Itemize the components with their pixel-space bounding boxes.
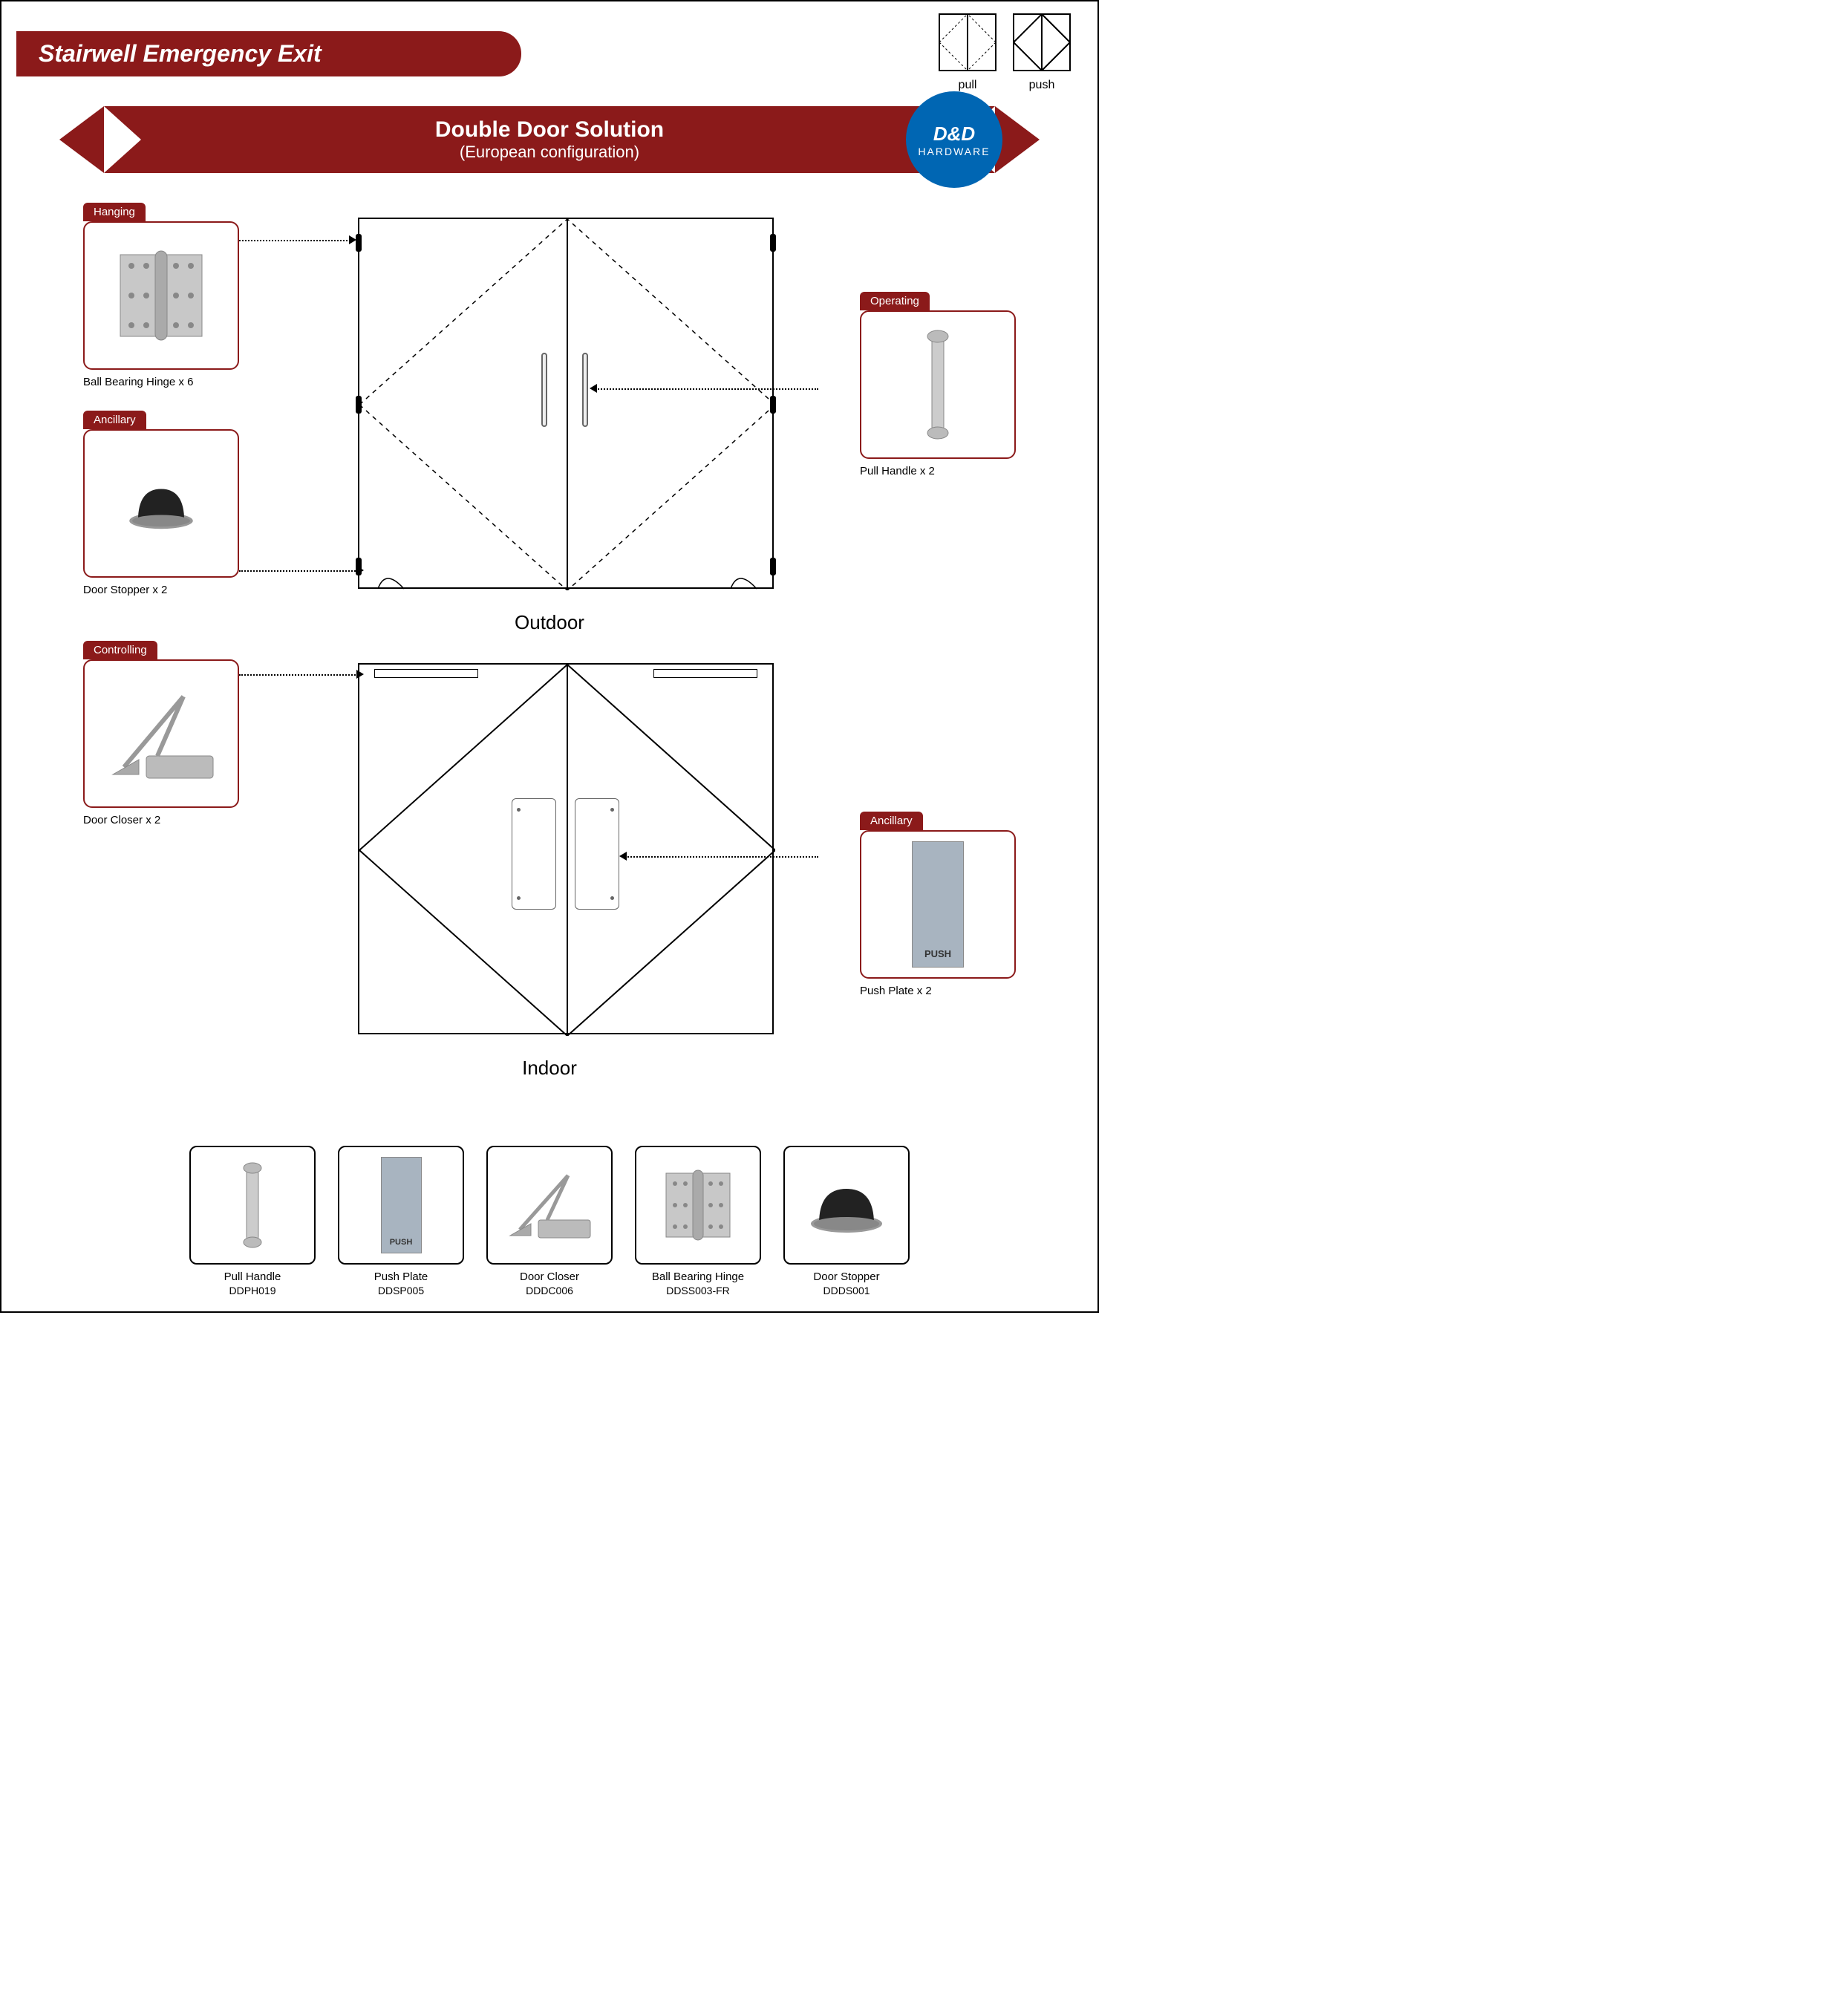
closer-small-icon bbox=[501, 1164, 598, 1246]
card-controlling: Controlling Door Closer x 2 bbox=[83, 641, 239, 826]
caption-controlling: Door Closer x 2 bbox=[83, 814, 239, 826]
bottom-item-0: Pull Handle DDPH019 bbox=[189, 1146, 316, 1296]
ribbon: Double Door Solution (European configura… bbox=[104, 106, 995, 173]
bottom-box-2 bbox=[486, 1146, 613, 1265]
bottom-box-4 bbox=[783, 1146, 910, 1265]
arrow-closer bbox=[239, 674, 358, 676]
bottom-name-3: Ball Bearing Hinge bbox=[635, 1270, 761, 1283]
bottom-box-3 bbox=[635, 1146, 761, 1265]
card-operating: Operating Pull Handle x 2 bbox=[860, 292, 1016, 477]
bottom-item-4: Door Stopper DDDS001 bbox=[783, 1146, 910, 1296]
arrow-handle bbox=[596, 388, 818, 390]
bottom-code-3: DDSS003-FR bbox=[635, 1285, 761, 1296]
logo-circle: D&D HARDWARE bbox=[906, 91, 1002, 188]
stopper-icon bbox=[124, 477, 198, 529]
door-outdoor-svg bbox=[359, 219, 775, 590]
arrowhead-2 bbox=[356, 566, 364, 575]
card-body-ancillary1 bbox=[83, 429, 239, 578]
closer-icon bbox=[102, 682, 221, 786]
card-body-operating bbox=[860, 310, 1016, 459]
bottom-item-2: Door Closer DDDC006 bbox=[486, 1146, 613, 1296]
page: pull push Stairwell Emergency Exit Doubl… bbox=[0, 0, 1099, 1313]
tag-operating: Operating bbox=[860, 292, 930, 310]
caption-hanging: Ball Bearing Hinge x 6 bbox=[83, 376, 239, 388]
label-indoor: Indoor bbox=[16, 1057, 1083, 1080]
top-icon-row: pull push bbox=[934, 13, 1075, 92]
card-hanging: Hanging Ball Bearing Hinge x 6 bbox=[83, 203, 239, 388]
bottom-name-2: Door Closer bbox=[486, 1270, 613, 1283]
diagram-area: Hanging Ball Bearing Hinge x 6 bbox=[16, 203, 1083, 1296]
stopper-small-icon bbox=[806, 1175, 887, 1235]
bottom-row: Pull Handle DDPH019 PUSH Push Plate DDSP… bbox=[16, 1146, 1083, 1296]
tag-hanging: Hanging bbox=[83, 203, 146, 221]
card-body-controlling bbox=[83, 659, 239, 808]
bottom-box-0 bbox=[189, 1146, 316, 1265]
hinge-small-icon bbox=[657, 1164, 739, 1246]
arrow-stopper bbox=[239, 570, 358, 572]
card-ancillary2: Ancillary PUSH Push Plate x 2 bbox=[860, 812, 1016, 997]
push-icon bbox=[1012, 13, 1071, 72]
bottom-code-2: DDDC006 bbox=[486, 1285, 613, 1296]
tag-ancillary1: Ancillary bbox=[83, 411, 146, 429]
arrowhead-4 bbox=[356, 670, 364, 679]
caption-ancillary2: Push Plate x 2 bbox=[860, 985, 1016, 997]
arrow-push bbox=[625, 856, 818, 858]
logo-line2: HARDWARE bbox=[918, 146, 990, 157]
push-plate-icon: PUSH bbox=[912, 841, 964, 968]
arrowhead-3 bbox=[590, 384, 597, 393]
tag-ancillary2: Ancillary bbox=[860, 812, 923, 830]
pull-handle-icon bbox=[916, 322, 960, 448]
pull-icon bbox=[938, 13, 997, 72]
tag-controlling: Controlling bbox=[83, 641, 157, 659]
card-ancillary1: Ancillary Door Stopper x 2 bbox=[83, 411, 239, 596]
door-outdoor bbox=[358, 218, 774, 589]
logo-line1: D&D bbox=[933, 123, 975, 146]
pull-label: pull bbox=[934, 79, 1001, 92]
arrow-hanging bbox=[239, 240, 350, 241]
bottom-item-3: Ball Bearing Hinge DDSS003-FR bbox=[635, 1146, 761, 1296]
bottom-code-1: DDSP005 bbox=[338, 1285, 464, 1296]
bottom-item-1: PUSH Push Plate DDSP005 bbox=[338, 1146, 464, 1296]
push-icon-box: push bbox=[1008, 13, 1075, 92]
door-indoor bbox=[358, 663, 774, 1034]
bottom-name-1: Push Plate bbox=[338, 1270, 464, 1283]
header-banner: Stairwell Emergency Exit bbox=[16, 31, 521, 76]
subtitle-banner: Double Door Solution (European configura… bbox=[104, 106, 995, 173]
subtitle-main: Double Door Solution bbox=[435, 117, 664, 143]
arrowhead-1 bbox=[349, 235, 356, 244]
push-label: push bbox=[1008, 79, 1075, 92]
caption-operating: Pull Handle x 2 bbox=[860, 465, 1016, 477]
pull-handle-small-icon bbox=[234, 1157, 271, 1253]
bottom-code-0: DDPH019 bbox=[189, 1285, 316, 1296]
push-small-text: PUSH bbox=[390, 1238, 413, 1247]
door-indoor-svg bbox=[359, 665, 775, 1036]
card-body-hanging bbox=[83, 221, 239, 370]
bottom-code-4: DDDS001 bbox=[783, 1285, 910, 1296]
caption-ancillary1: Door Stopper x 2 bbox=[83, 584, 239, 596]
card-body-ancillary2: PUSH bbox=[860, 830, 1016, 979]
bottom-name-0: Pull Handle bbox=[189, 1270, 316, 1283]
push-text: PUSH bbox=[924, 948, 951, 959]
arrowhead-5 bbox=[619, 852, 627, 861]
pull-icon-box: pull bbox=[934, 13, 1001, 92]
subtitle-sub: (European configuration) bbox=[460, 143, 639, 162]
bottom-box-1: PUSH bbox=[338, 1146, 464, 1265]
hinge-icon bbox=[109, 244, 213, 348]
label-outdoor: Outdoor bbox=[16, 611, 1083, 634]
bottom-name-4: Door Stopper bbox=[783, 1270, 910, 1283]
